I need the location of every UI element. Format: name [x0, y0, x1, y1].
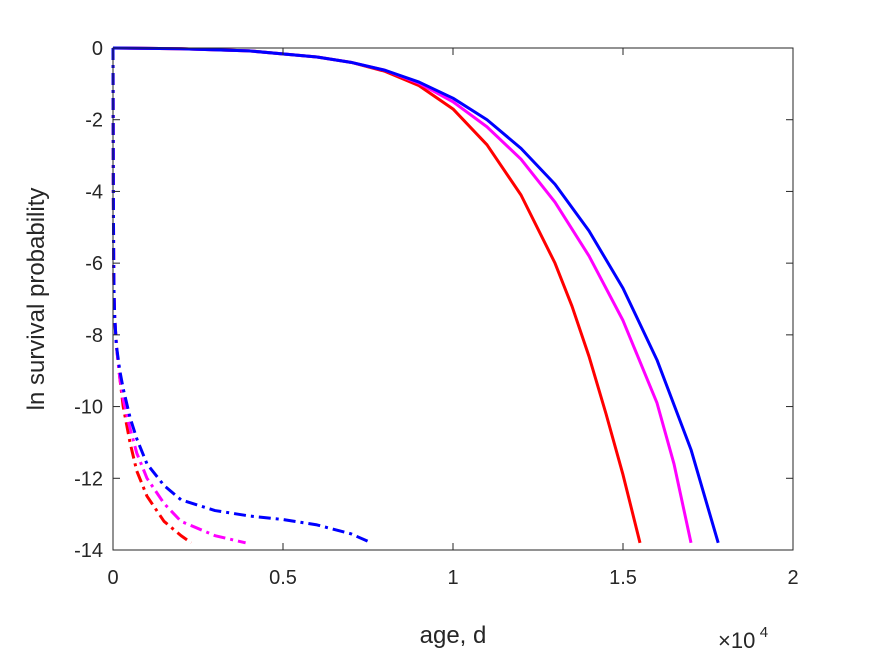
- y-tick-label: -8: [85, 325, 103, 347]
- plot-area: [113, 48, 793, 550]
- series-line-6: [111, 47, 373, 545]
- x-tick-label: 0.5: [269, 567, 297, 589]
- x-tick-label: 1: [447, 567, 458, 589]
- y-tick-label: -2: [85, 110, 103, 132]
- x-tick-label: 2: [787, 567, 798, 589]
- x-axis-label: age, d: [420, 622, 487, 649]
- y-tick-label: -12: [74, 468, 103, 490]
- tick-layer: 0 0.5 1 1.5 2 0 -2 -4 -6 -8 -10 -12 -14: [74, 38, 798, 589]
- x-tick-label: 0: [107, 567, 118, 589]
- y-tick-label: -4: [85, 181, 103, 203]
- x-multiplier-label: ×10 4: [718, 624, 768, 653]
- y-tick-label: -10: [74, 397, 103, 419]
- y-axis-label: ln survival probability: [23, 188, 50, 411]
- x-multiplier-base: ×10: [718, 628, 755, 653]
- y-tick-label: -14: [74, 540, 103, 562]
- x-tick-label: 1.5: [609, 567, 637, 589]
- y-tick-label: -6: [85, 253, 103, 275]
- y-tick-label: 0: [92, 38, 103, 60]
- x-multiplier-exponent: 4: [760, 624, 768, 641]
